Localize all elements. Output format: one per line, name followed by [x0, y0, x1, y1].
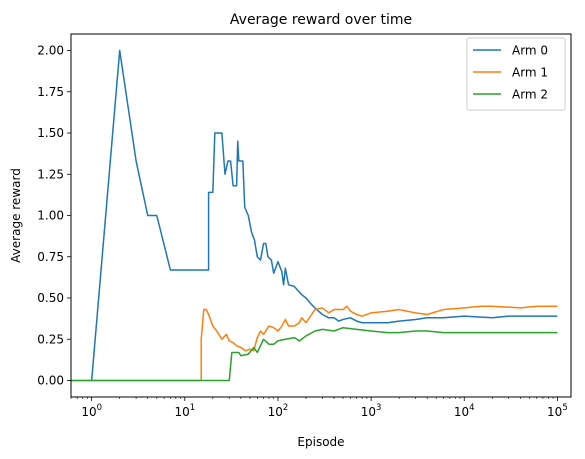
y-tick-label: 0.00 [37, 374, 64, 388]
x-tick-label-exponent: 3 [376, 403, 381, 413]
x-tick-label: 103 [361, 403, 382, 419]
x-tick-label-base: 10 [547, 405, 562, 419]
x-tick-label-exponent: 0 [97, 403, 102, 413]
legend-entry: Arm 2 [473, 88, 548, 102]
legend-frame [466, 37, 566, 111]
x-tick-label: 101 [174, 403, 195, 419]
series-line-arm-0 [90, 49, 558, 381]
legend-label-arm-0: Arm 0 [512, 44, 548, 58]
series-line-arm-2 [71, 326, 558, 382]
y-tick-label: 2.00 [37, 44, 64, 58]
x-tick-label: 100 [81, 403, 102, 419]
x-tick-label-base: 10 [268, 405, 283, 419]
y-tick-label: 0.75 [37, 250, 64, 264]
x-tick-label-exponent: 2 [283, 403, 288, 413]
y-tick-label: 1.00 [37, 209, 64, 223]
x-axis-label: Episode [297, 435, 344, 449]
x-tick-label: 105 [547, 403, 568, 419]
x-tick-label-exponent: 4 [469, 403, 474, 413]
x-tick-label-exponent: 1 [190, 403, 195, 413]
y-axis-label: Average reward [9, 168, 23, 263]
series-line-arm-1 [71, 305, 558, 382]
y-tick-label: 1.75 [37, 85, 64, 99]
legend-entry: Arm 0 [473, 44, 548, 58]
x-tick-label-base: 10 [361, 405, 376, 419]
y-axis: 0.00 0.25 0.50 0.75 1.00 1.25 1.50 1.75 2.00 [37, 44, 71, 388]
x-tick-label: 104 [454, 403, 475, 419]
x-tick-label-exponent: 5 [562, 403, 567, 413]
x-tick-label-base: 10 [454, 405, 469, 419]
chart-title: Average reward over time [230, 12, 412, 28]
y-tick-label: 0.25 [37, 332, 64, 346]
legend: Arm 0 Arm 1 Arm 2 [466, 37, 566, 111]
y-tick-label: 1.25 [37, 167, 64, 181]
x-axis: 100 101 102 103 104 105 [70, 397, 568, 419]
legend-label-arm-2: Arm 2 [512, 88, 548, 102]
y-tick-label: 0.50 [37, 291, 64, 305]
legend-entry: Arm 1 [473, 66, 548, 80]
y-tick-label: 1.50 [37, 126, 64, 140]
x-tick-label: 102 [268, 403, 289, 419]
series-layer [71, 49, 558, 382]
x-tick-label-base: 10 [81, 405, 96, 419]
x-tick-label-base: 10 [174, 405, 189, 419]
legend-label-arm-1: Arm 1 [512, 66, 548, 80]
